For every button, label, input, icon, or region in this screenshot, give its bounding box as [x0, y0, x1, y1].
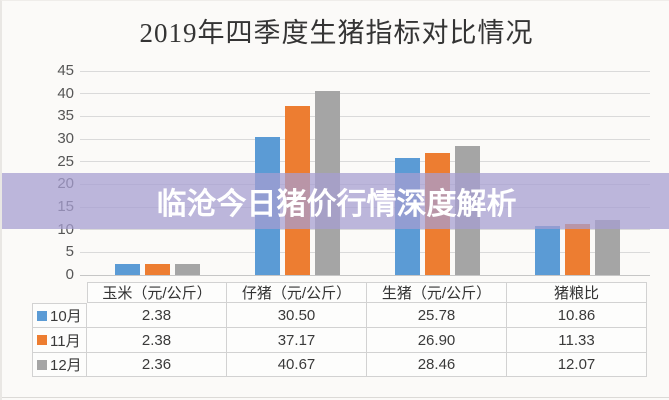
legend-swatch-icon [37, 310, 47, 321]
table-row-label-text: 11月 [50, 332, 81, 350]
table-value-cell: 26.90 [367, 328, 507, 353]
gridline-y-40 [80, 93, 650, 95]
promo-banner: 临沧今日猪价行情深度解析 [2, 173, 669, 229]
gridline-y-45 [80, 70, 650, 72]
bar-10月-cat1 [114, 264, 140, 275]
chart-title: 2019年四季度生猪指标对比情况 [139, 18, 534, 48]
y-axis-tick-label: 40 [57, 84, 74, 102]
gridline-y-10 [80, 229, 650, 231]
bar-12月-cat4 [594, 220, 620, 275]
table-value-cell: 2.38 [87, 328, 227, 353]
gridline-y-25 [80, 161, 650, 163]
y-axis-tick-label: 0 [65, 266, 74, 283]
bar-11月-cat4 [564, 223, 590, 275]
gridline-y-5 [80, 251, 650, 253]
table-value-cell: 10.86 [507, 303, 647, 328]
table-value-cell: 25.78 [367, 303, 507, 328]
table-row-label-text: 10月 [50, 308, 82, 325]
table-value-cell: 28.46 [367, 353, 507, 377]
table-row-label: 10月 [32, 303, 87, 328]
table-value-cell: 12.07 [507, 353, 647, 377]
table-row-label-text: 12月 [50, 357, 82, 374]
table-header-cell: 仔猪（元/公斤） [227, 282, 367, 303]
y-axis-tick-label: 45 [57, 62, 74, 79]
y-axis-tick-label: 35 [57, 107, 74, 125]
gridline-y-0 [80, 274, 650, 276]
table-row-label: 11月 [32, 328, 87, 353]
y-axis-tick-label: 25 [57, 152, 74, 170]
y-axis-tick-label: 5 [65, 243, 74, 261]
bottom-divider-line [2, 397, 669, 398]
legend-swatch-icon [37, 359, 47, 370]
promo-banner-text: 临沧今日猪价行情深度解析 [156, 188, 517, 221]
bar-12月-cat1 [174, 264, 200, 275]
gridline-y-35 [80, 115, 650, 117]
table-value-cell: 40.67 [227, 353, 367, 377]
y-axis-tick-label: 30 [57, 130, 74, 147]
table-header-cell: 猪粮比 [507, 282, 647, 303]
table-value-cell: 37.17 [227, 328, 367, 353]
table-value-cell: 11.33 [507, 328, 647, 353]
legend-swatch-icon [37, 335, 47, 345]
table-value-cell: 30.50 [227, 303, 367, 328]
table-header-cell: 生猪（元/公斤） [367, 282, 507, 303]
table-value-cell: 2.38 [87, 303, 227, 328]
table-row-label: 12月 [32, 353, 87, 377]
table-value-cell: 2.36 [87, 353, 227, 377]
bar-10月-cat4 [534, 225, 560, 275]
data-table: 玉米（元/公斤） 仔猪（元/公斤） 生猪（元/公斤） 猪粮比 10月 2.38 30.50 2… [32, 282, 647, 377]
table-header-cell: 玉米（元/公斤） [87, 282, 227, 303]
table-corner-empty [32, 282, 87, 303]
bar-11月-cat1 [144, 264, 170, 275]
gridline-y-30 [80, 138, 650, 140]
